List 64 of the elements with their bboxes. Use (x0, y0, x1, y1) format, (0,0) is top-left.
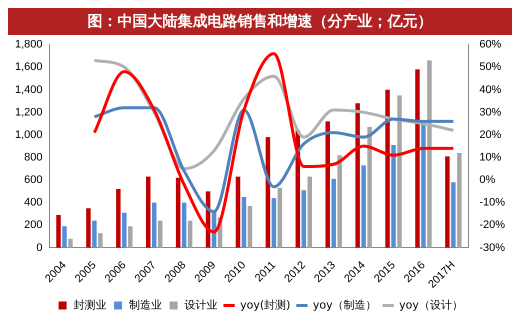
bar (176, 178, 180, 248)
bar (68, 238, 73, 248)
bar (415, 69, 420, 248)
legend-label: 设计业 (184, 298, 218, 312)
y2-tick-label: 50% (479, 61, 502, 74)
bar (337, 155, 342, 248)
y2-tick-label: -30% (479, 242, 506, 254)
legend-label: 制造业 (129, 298, 162, 312)
y-tick-label: 400 (24, 196, 43, 209)
chart-title: 图：中国大陆集成电路销售和增速（分产业；亿元） (8, 8, 512, 35)
bar (152, 202, 156, 248)
bar (62, 226, 67, 248)
legend-label: yoy(封测) (240, 298, 290, 312)
bar (385, 90, 390, 248)
bar (331, 178, 336, 248)
y2-tick-label: 10% (479, 151, 502, 164)
y2-tick-label: -10% (479, 196, 506, 209)
y2-tick-label: -20% (479, 219, 506, 232)
y-tick-label: 1,200 (14, 106, 43, 118)
bar (98, 233, 103, 248)
legend-label: yoy（制造） (312, 298, 377, 312)
bar (266, 137, 270, 248)
y-tick-label: 0 (36, 242, 43, 254)
bar (325, 121, 330, 248)
line-series (92, 52, 455, 234)
bar (146, 176, 150, 248)
bar (182, 202, 186, 248)
legend-label: yoy（设计） (399, 298, 463, 312)
y-tick-label: 1,600 (14, 61, 43, 74)
y2-tick-label: 0% (479, 174, 496, 186)
y-tick-label: 600 (24, 174, 43, 186)
bar (302, 190, 306, 248)
bar (355, 103, 360, 248)
y-tick-label: 1,800 (14, 38, 43, 51)
y-tick-label: 1,400 (14, 84, 43, 96)
y2-tick-label: 30% (479, 106, 502, 118)
bar (451, 182, 456, 248)
bar (128, 226, 133, 248)
y-tick-label: 1,000 (14, 128, 43, 141)
y-tick-label: 800 (24, 151, 43, 164)
bar (116, 189, 121, 248)
bar (188, 220, 192, 248)
bar (92, 220, 97, 248)
bar (457, 152, 462, 248)
bar (86, 208, 91, 248)
bar (421, 124, 426, 248)
bar (122, 212, 127, 248)
y-tick-label: 200 (24, 219, 43, 232)
y2-tick-label: 40% (479, 84, 502, 96)
bar (361, 165, 366, 248)
bar (248, 206, 252, 248)
bar (445, 156, 450, 248)
bar (236, 176, 240, 248)
legend-label: 封测业 (74, 298, 107, 312)
bar (308, 176, 312, 248)
y2-tick-label: 60% (479, 38, 502, 51)
bar (158, 220, 162, 248)
bar (367, 126, 372, 248)
bar (272, 198, 276, 248)
bar (278, 188, 282, 248)
line-series (92, 106, 455, 214)
bar (242, 196, 246, 248)
bar (391, 145, 396, 248)
y2-tick-label: 20% (479, 128, 502, 141)
